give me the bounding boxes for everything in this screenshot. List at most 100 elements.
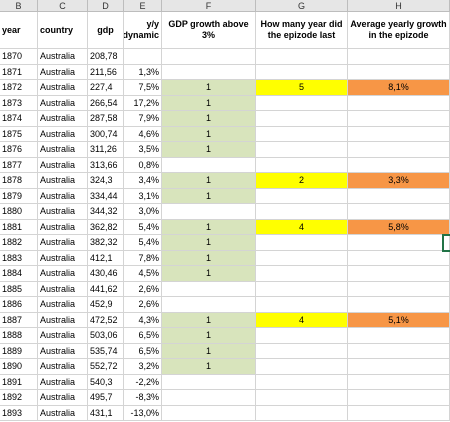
cell-growth-above-3[interactable]: 1 xyxy=(162,142,256,158)
cell-year[interactable]: 1882 xyxy=(0,235,38,251)
cell-country[interactable]: Australia xyxy=(38,343,88,359)
cell-average-growth[interactable] xyxy=(348,374,450,390)
cell-average-growth[interactable] xyxy=(348,390,450,406)
cell-country[interactable]: Australia xyxy=(38,250,88,266)
cell-year[interactable]: 1887 xyxy=(0,312,38,328)
cell-episode-years[interactable] xyxy=(256,235,348,251)
cell-year[interactable]: 1873 xyxy=(0,95,38,111)
cell-country[interactable]: Australia xyxy=(38,297,88,313)
cell-growth-above-3[interactable] xyxy=(162,204,256,220)
cell-episode-years[interactable] xyxy=(256,266,348,282)
cell-yy-dynamic[interactable]: 7,9% xyxy=(124,111,162,127)
cell-growth-above-3[interactable] xyxy=(162,64,256,80)
cell-gdp[interactable]: 311,26 xyxy=(88,142,124,158)
cell-gdp[interactable]: 287,58 xyxy=(88,111,124,127)
cell-growth-above-3[interactable] xyxy=(162,157,256,173)
cell-year[interactable]: 1875 xyxy=(0,126,38,142)
cell-country[interactable]: Australia xyxy=(38,328,88,344)
cell-average-growth[interactable]: 5,8% xyxy=(348,219,450,235)
cell-episode-years[interactable]: 4 xyxy=(256,312,348,328)
cell-episode-years[interactable] xyxy=(256,64,348,80)
cell-yy-dynamic[interactable]: 0,8% xyxy=(124,157,162,173)
cell-gdp[interactable]: 503,06 xyxy=(88,328,124,344)
cell-gdp[interactable]: 324,3 xyxy=(88,173,124,189)
cell-country[interactable]: Australia xyxy=(38,64,88,80)
header-yy-dynamic[interactable]: y/y dynamic xyxy=(124,12,162,49)
cell-year[interactable]: 1889 xyxy=(0,343,38,359)
cell-country[interactable]: Australia xyxy=(38,49,88,65)
cell-growth-above-3[interactable]: 1 xyxy=(162,111,256,127)
cell-country[interactable]: Australia xyxy=(38,235,88,251)
cell-year[interactable]: 1890 xyxy=(0,359,38,375)
cell-yy-dynamic[interactable]: 4,3% xyxy=(124,312,162,328)
cell-episode-years[interactable] xyxy=(256,405,348,421)
cell-average-growth[interactable] xyxy=(348,49,450,65)
cell-average-growth[interactable] xyxy=(348,250,450,266)
cell-gdp[interactable]: 300,74 xyxy=(88,126,124,142)
cell-yy-dynamic[interactable]: 17,2% xyxy=(124,95,162,111)
cell-gdp[interactable]: 540,3 xyxy=(88,374,124,390)
cell-gdp[interactable]: 441,62 xyxy=(88,281,124,297)
cell-average-growth[interactable] xyxy=(348,157,450,173)
column-header-g[interactable]: G xyxy=(256,0,348,12)
cell-average-growth[interactable] xyxy=(348,266,450,282)
cell-gdp[interactable]: 412,1 xyxy=(88,250,124,266)
cell-yy-dynamic[interactable]: -13,0% xyxy=(124,405,162,421)
cell-average-growth[interactable] xyxy=(348,328,450,344)
column-header-e[interactable]: E xyxy=(124,0,162,12)
cell-average-growth[interactable] xyxy=(348,64,450,80)
cell-gdp[interactable]: 344,32 xyxy=(88,204,124,220)
cell-yy-dynamic[interactable]: 7,8% xyxy=(124,250,162,266)
cell-growth-above-3[interactable]: 1 xyxy=(162,219,256,235)
cell-yy-dynamic[interactable]: 2,6% xyxy=(124,281,162,297)
header-growth-above-3[interactable]: GDP growth above 3% xyxy=(162,12,256,49)
cell-yy-dynamic[interactable]: 3,2% xyxy=(124,359,162,375)
cell-yy-dynamic[interactable]: 3,0% xyxy=(124,204,162,220)
cell-year[interactable]: 1876 xyxy=(0,142,38,158)
cell-year[interactable]: 1893 xyxy=(0,405,38,421)
cell-growth-above-3[interactable]: 1 xyxy=(162,235,256,251)
cell-country[interactable]: Australia xyxy=(38,95,88,111)
column-header-f[interactable]: F xyxy=(162,0,256,12)
cell-average-growth[interactable] xyxy=(348,126,450,142)
cell-yy-dynamic[interactable]: 4,6% xyxy=(124,126,162,142)
cell-average-growth[interactable] xyxy=(348,142,450,158)
cell-episode-years[interactable] xyxy=(256,95,348,111)
cell-yy-dynamic[interactable]: 6,5% xyxy=(124,343,162,359)
cell-gdp[interactable]: 495,7 xyxy=(88,390,124,406)
cell-country[interactable]: Australia xyxy=(38,374,88,390)
header-average-growth[interactable]: Average yearly growth in the epizode xyxy=(348,12,450,49)
cell-country[interactable]: Australia xyxy=(38,126,88,142)
cell-year[interactable]: 1881 xyxy=(0,219,38,235)
cell-yy-dynamic[interactable]: 1,3% xyxy=(124,64,162,80)
cell-gdp[interactable]: 227,4 xyxy=(88,80,124,96)
cell-year[interactable]: 1886 xyxy=(0,297,38,313)
cell-year[interactable]: 1871 xyxy=(0,64,38,80)
cell-episode-years[interactable] xyxy=(256,374,348,390)
cell-country[interactable]: Australia xyxy=(38,359,88,375)
cell-average-growth[interactable] xyxy=(348,95,450,111)
cell-yy-dynamic[interactable]: 7,5% xyxy=(124,80,162,96)
cell-growth-above-3[interactable]: 1 xyxy=(162,95,256,111)
cell-year[interactable]: 1872 xyxy=(0,80,38,96)
cell-year[interactable]: 1883 xyxy=(0,250,38,266)
cell-average-growth[interactable] xyxy=(348,405,450,421)
cell-average-growth[interactable] xyxy=(348,204,450,220)
cell-year[interactable]: 1878 xyxy=(0,173,38,189)
cell-growth-above-3[interactable] xyxy=(162,49,256,65)
cell-episode-years[interactable] xyxy=(256,142,348,158)
cell-episode-years[interactable] xyxy=(256,126,348,142)
cell-gdp[interactable]: 472,52 xyxy=(88,312,124,328)
cell-average-growth[interactable] xyxy=(348,343,450,359)
cell-gdp[interactable]: 452,9 xyxy=(88,297,124,313)
cell-gdp[interactable]: 430,46 xyxy=(88,266,124,282)
cell-yy-dynamic[interactable]: 3,5% xyxy=(124,142,162,158)
cell-yy-dynamic[interactable]: 5,4% xyxy=(124,219,162,235)
cell-yy-dynamic[interactable]: 5,4% xyxy=(124,235,162,251)
cell-growth-above-3[interactable] xyxy=(162,281,256,297)
cell-growth-above-3[interactable]: 1 xyxy=(162,173,256,189)
cell-country[interactable]: Australia xyxy=(38,142,88,158)
cell-average-growth[interactable] xyxy=(348,297,450,313)
cell-growth-above-3[interactable]: 1 xyxy=(162,343,256,359)
cell-yy-dynamic[interactable]: 4,5% xyxy=(124,266,162,282)
